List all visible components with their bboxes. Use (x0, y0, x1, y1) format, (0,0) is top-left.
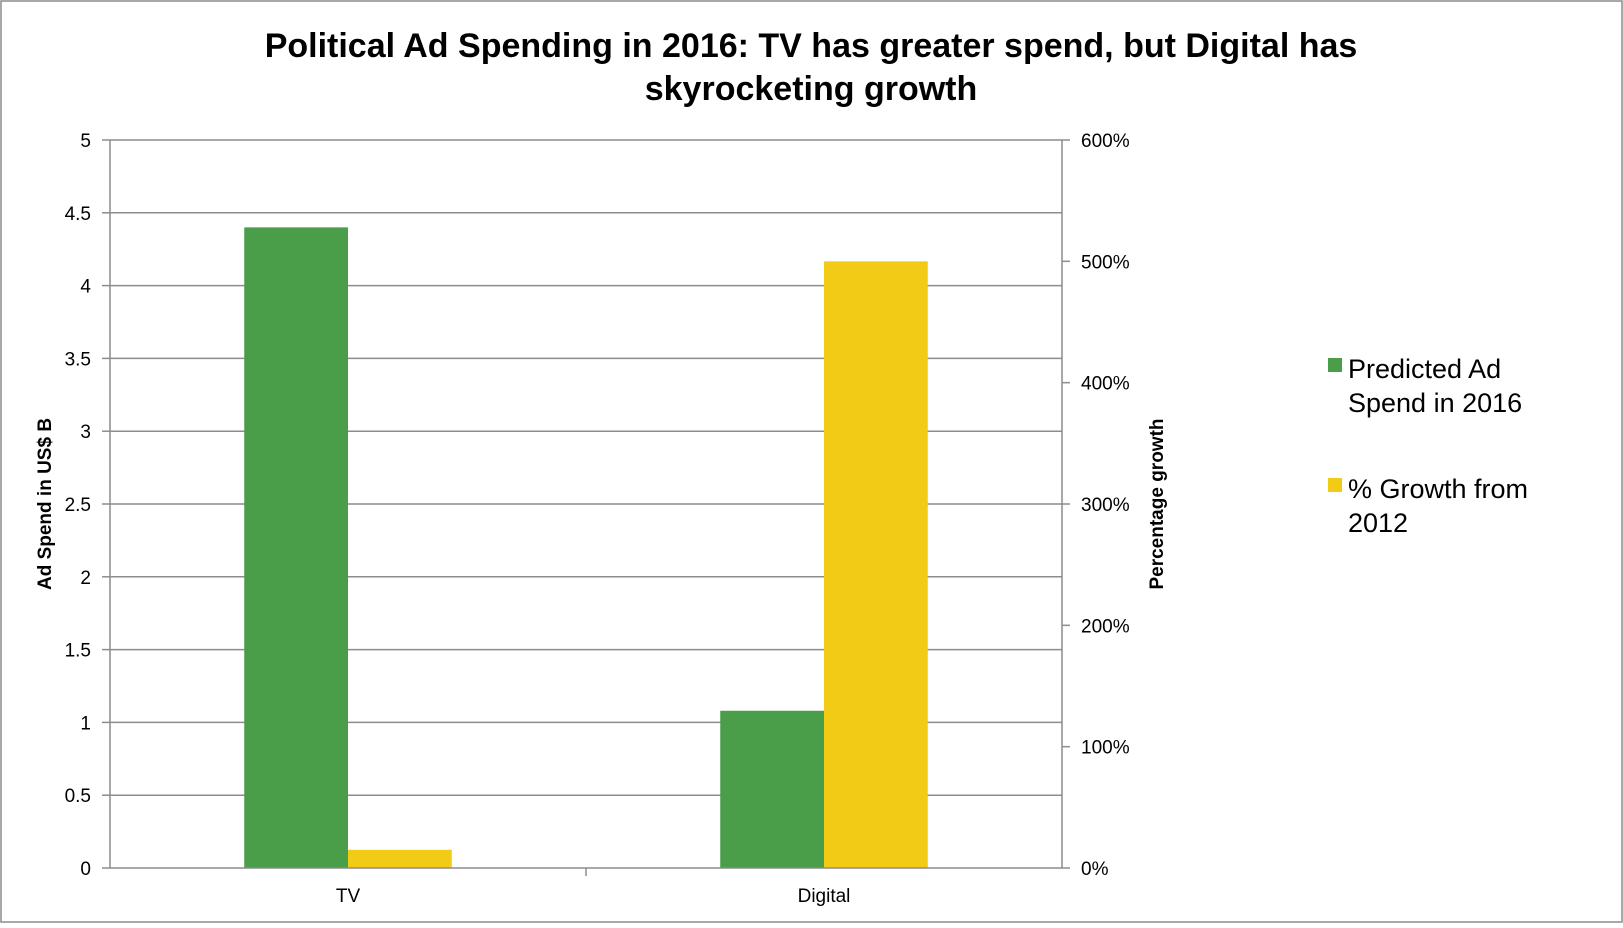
bar-predicted-ad-spend-digital (720, 710, 824, 868)
bar-predicted-ad-spend-tv (244, 227, 348, 869)
right-axis-tick-label: 0% (1081, 859, 1109, 880)
right-axis-tick-label: 600% (1081, 131, 1130, 152)
right-axis-tick-label: 500% (1081, 252, 1130, 273)
left-axis-tick-label: 1 (80, 713, 91, 734)
legend-label-predicted-ad-spend: Predicted Ad Spend in 2016 (1348, 354, 1522, 418)
left-axis-title: Ad Spend in US$ B (35, 418, 56, 590)
left-axis-tick-label: 0.5 (65, 786, 91, 807)
right-axis-ticks: 0% 100% 200% 300% 400% 500% 600% (1062, 131, 1130, 880)
right-axis-tick-label: 300% (1081, 495, 1130, 516)
left-axis-tick-label: 3 (80, 422, 91, 443)
left-axis-tick-label: 0 (80, 859, 91, 880)
right-axis-tick-label: 200% (1081, 616, 1130, 637)
left-axis-tick-label: 2 (80, 568, 91, 589)
legend-label-predicted-ad-spend-line-1: Predicted Ad (1348, 354, 1501, 384)
right-axis-title: Percentage growth (1147, 418, 1168, 589)
legend-label-growth-from-2012: % Growth from 2012 (1348, 474, 1536, 538)
bar-growth-from-2012-tv (348, 849, 452, 868)
legend-label-growth-line-2: 2012 (1348, 508, 1408, 538)
chart-title-line-2: skyrocketing growth (645, 70, 978, 108)
left-axis-tick-label: 1.5 (65, 641, 91, 662)
right-axis-tick-label: 100% (1081, 738, 1130, 759)
left-axis-tick-label: 4 (80, 277, 91, 298)
left-axis-tick-label: 4.5 (65, 204, 91, 225)
chart-title-line-1: Political Ad Spending in 2016: TV has gr… (265, 27, 1358, 65)
bars (244, 227, 928, 869)
right-axis-tick-label: 400% (1081, 374, 1130, 395)
legend-label-predicted-ad-spend-line-2: Spend in 2016 (1348, 388, 1522, 418)
legend-swatch-predicted-ad-spend (1328, 358, 1342, 372)
x-axis-ticks: TV Digital (336, 868, 851, 907)
left-axis-tick-label: 2.5 (65, 495, 91, 516)
legend: Predicted Ad Spend in 2016 % Growth from… (1328, 354, 1536, 538)
left-axis-tick-label: 5 (80, 131, 91, 152)
left-axis-tick-label: 3.5 (65, 349, 91, 370)
bar-growth-from-2012-digital (824, 261, 928, 868)
legend-label-growth-line-1: % Growth from (1348, 474, 1528, 504)
left-axis-ticks: 0 0.5 1 1.5 2 2.5 3 3.5 4 4.5 5 (65, 131, 110, 880)
legend-swatch-growth-from-2012 (1328, 478, 1342, 492)
x-axis-tick-label: Digital (798, 886, 851, 907)
x-axis-tick-label: TV (336, 886, 361, 907)
